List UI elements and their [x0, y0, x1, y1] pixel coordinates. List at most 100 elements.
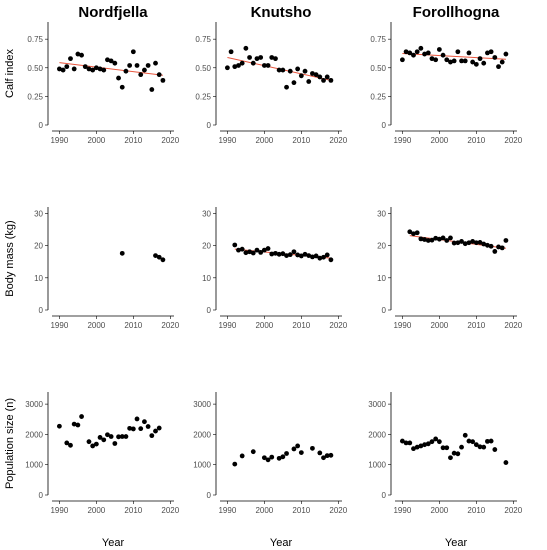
- data-point-knutsho-pop: [321, 455, 326, 461]
- data-point-knutsho-mass: [261, 247, 267, 253]
- data-point-knutsho-pop: [291, 446, 297, 452]
- y-tick-label: 20: [202, 242, 211, 251]
- data-point-forollhogna-mass: [470, 239, 476, 244]
- y-tick-label: 3000: [368, 400, 386, 409]
- y-tick-label: 0: [382, 121, 387, 130]
- x-tick-label: 2020: [329, 136, 347, 145]
- data-point-nordfjella-calf: [97, 66, 103, 72]
- data-point-knutsho-mass: [306, 253, 312, 259]
- data-point-forollhogna-calf: [411, 52, 416, 58]
- data-point-knutsho-mass: [321, 254, 326, 260]
- x-tick-label: 2000: [255, 506, 273, 515]
- data-point-forollhogna-pop: [488, 438, 494, 444]
- data-point-knutsho-pop: [317, 450, 323, 456]
- y-tick-label: 0.75: [370, 35, 386, 44]
- data-point-knutsho-pop: [328, 452, 334, 458]
- data-point-forollhogna-mass: [411, 231, 416, 237]
- data-point-knutsho-calf: [321, 77, 326, 83]
- x-tick-label: 2010: [292, 136, 310, 145]
- data-point-forollhogna-mass: [425, 238, 431, 243]
- data-point-nordfjella-calf: [134, 63, 140, 68]
- data-point-nordfjella-calf: [160, 77, 166, 83]
- x-tick-label: 2020: [504, 506, 522, 515]
- data-point-nordfjella-pop: [156, 425, 162, 431]
- data-point-nordfjella-calf: [112, 60, 118, 66]
- data-point-nordfjella-calf: [153, 60, 158, 66]
- data-point-knutsho-mass: [236, 247, 241, 253]
- data-point-nordfjella-pop: [79, 414, 84, 419]
- data-point-knutsho-mass: [284, 253, 289, 259]
- data-point-nordfjella-calf: [130, 49, 136, 55]
- data-point-forollhogna-mass: [499, 245, 505, 251]
- y-tick-label: 0: [382, 306, 387, 315]
- data-point-forollhogna-calf: [459, 58, 464, 64]
- data-point-forollhogna-mass: [485, 242, 490, 248]
- data-point-knutsho-mass: [273, 250, 278, 256]
- data-point-knutsho-calf: [269, 55, 275, 60]
- data-point-forollhogna-pop: [433, 436, 439, 442]
- x-tick-label: 2010: [467, 506, 485, 515]
- data-point-nordfjella-calf: [68, 56, 73, 62]
- x-tick-label: 2010: [467, 136, 485, 145]
- data-point-knutsho-mass: [250, 250, 256, 256]
- data-point-forollhogna-calf: [399, 57, 405, 63]
- data-point-forollhogna-calf: [499, 59, 505, 65]
- data-point-knutsho-calf: [284, 84, 289, 90]
- data-point-nordfjella-mass: [160, 257, 166, 263]
- data-point-nordfjella-calf: [86, 66, 92, 72]
- y-tick-label: 30: [34, 209, 43, 218]
- data-point-forollhogna-calf: [496, 64, 501, 70]
- y-tick-label: 2000: [368, 430, 386, 439]
- data-point-forollhogna-pop: [411, 446, 416, 452]
- data-point-forollhogna-pop: [436, 439, 442, 445]
- x-tick-label: 1990: [218, 321, 236, 330]
- data-point-nordfjella-mass: [153, 253, 158, 259]
- data-point-forollhogna-calf: [503, 51, 509, 57]
- x-axis-title-nordfjella: Year: [102, 537, 125, 549]
- y-tick-label: 2000: [25, 430, 43, 439]
- y-tick-label: 0.75: [27, 35, 43, 44]
- data-point-nordfjella-pop: [101, 437, 107, 443]
- data-point-knutsho-pop: [269, 454, 275, 460]
- data-point-nordfjella-calf: [90, 67, 96, 73]
- x-tick-label: 1990: [50, 506, 68, 515]
- data-point-forollhogna-mass: [462, 241, 468, 247]
- data-point-forollhogna-calf: [440, 52, 446, 58]
- data-point-knutsho-mass: [302, 251, 308, 257]
- data-point-forollhogna-mass: [488, 243, 494, 249]
- data-point-knutsho-mass: [310, 254, 315, 260]
- data-point-knutsho-calf: [239, 60, 245, 66]
- data-point-nordfjella-pop: [108, 434, 114, 439]
- data-point-nordfjella-pop: [105, 432, 110, 438]
- x-tick-label: 2010: [124, 321, 142, 330]
- x-tick-label: 1990: [218, 506, 236, 515]
- data-point-knutsho-calf: [232, 64, 238, 70]
- data-point-forollhogna-mass: [448, 235, 453, 241]
- x-tick-label: 2000: [430, 136, 448, 145]
- data-point-forollhogna-pop: [481, 444, 487, 450]
- data-point-forollhogna-calf: [451, 58, 457, 64]
- data-point-forollhogna-mass: [492, 249, 498, 254]
- data-point-nordfjella-calf: [108, 58, 114, 64]
- data-point-nordfjella-mass: [119, 250, 125, 256]
- data-point-knutsho-calf: [310, 71, 315, 76]
- x-tick-label: 2010: [124, 136, 142, 145]
- data-point-nordfjella-calf: [156, 72, 162, 78]
- y-tick-label: 1000: [193, 461, 211, 470]
- data-point-forollhogna-pop: [503, 460, 509, 465]
- data-point-knutsho-pop: [280, 454, 286, 460]
- data-point-forollhogna-calf: [470, 59, 476, 65]
- data-point-knutsho-mass: [254, 247, 260, 253]
- data-point-knutsho-pop: [239, 453, 245, 459]
- data-point-knutsho-calf: [247, 55, 252, 60]
- data-point-forollhogna-calf: [414, 49, 420, 55]
- y-tick-label: 0.50: [370, 64, 386, 73]
- data-point-knutsho-mass: [313, 253, 319, 259]
- x-tick-label: 2020: [161, 321, 179, 330]
- y-tick-label: 1000: [368, 461, 386, 470]
- data-point-nordfjella-calf: [64, 64, 70, 70]
- x-tick-label: 2010: [292, 321, 310, 330]
- y-tick-label: 0: [207, 306, 212, 315]
- x-axis-title-forollhogna: Year: [445, 537, 468, 549]
- x-tick-label: 1990: [393, 321, 411, 330]
